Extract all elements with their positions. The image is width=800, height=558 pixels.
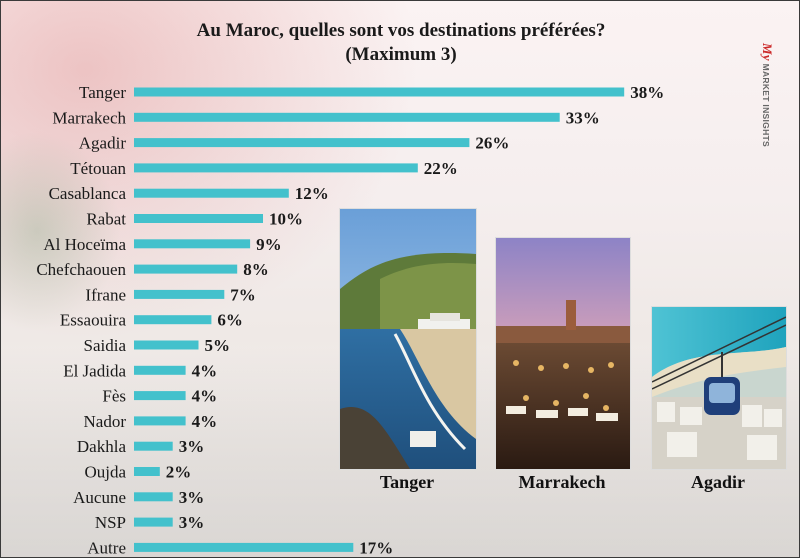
value-label: 22%	[424, 159, 458, 178]
value-label: 9%	[256, 235, 282, 254]
bar	[134, 517, 173, 527]
bar	[134, 542, 354, 552]
category-label: Rabat	[86, 210, 126, 229]
category-label: Marrakech	[52, 108, 126, 127]
bar	[134, 315, 212, 325]
chart-title-line1: Au Maroc, quelles sont vos destinations …	[196, 20, 606, 41]
category-label: Fès	[102, 387, 126, 406]
bar	[134, 214, 263, 223]
value-label: 4%	[192, 412, 218, 431]
value-label: 3%	[179, 513, 205, 532]
bar	[134, 87, 625, 97]
marrakech-caption: Marrakech	[518, 472, 606, 492]
tanger-caption: Tanger	[379, 472, 435, 492]
value-label: 4%	[192, 387, 218, 406]
bar	[134, 138, 470, 148]
value-label: 33%	[566, 108, 600, 127]
bar	[134, 340, 199, 350]
bar	[134, 289, 225, 299]
value-label: 4%	[192, 361, 218, 380]
bar	[134, 264, 238, 274]
bar	[134, 239, 251, 249]
chart-title-line2: (Maximum 3)	[345, 44, 457, 65]
category-label: Dakhla	[77, 437, 127, 456]
category-label: Chefchaouen	[36, 260, 126, 279]
value-label: 3%	[179, 488, 205, 507]
category-label: Tétouan	[70, 159, 126, 178]
category-label: Aucune	[73, 488, 126, 507]
agadir-caption: Agadir	[691, 472, 745, 492]
value-label: 26%	[475, 134, 509, 153]
value-label: 7%	[230, 285, 256, 304]
value-label: 8%	[243, 260, 269, 279]
chart-title: Au Maroc, quelles sont vos destinations …	[1, 19, 799, 67]
bar	[134, 365, 186, 375]
marrakech-photo	[495, 237, 631, 470]
category-label: Saidia	[84, 336, 127, 355]
category-label: Autre	[87, 538, 126, 557]
background-flag-star	[1, 131, 121, 331]
value-label: 6%	[217, 311, 243, 330]
category-label: Agadir	[79, 134, 127, 153]
category-label: NSP	[95, 513, 126, 532]
bar	[134, 492, 173, 502]
category-label: Oujda	[84, 463, 126, 482]
category-label: Essaouira	[60, 311, 127, 330]
bar	[134, 416, 186, 426]
category-label: Tanger	[79, 83, 126, 102]
value-label: 17%	[359, 538, 393, 557]
bar	[134, 163, 418, 173]
tanger-photo	[339, 208, 477, 470]
category-label: Nador	[84, 412, 127, 431]
bar	[134, 441, 173, 451]
value-label: 38%	[630, 83, 664, 102]
bar	[134, 391, 186, 401]
value-label: 2%	[166, 463, 192, 482]
category-label: Al Hoceïma	[43, 235, 126, 254]
bar	[134, 188, 289, 198]
category-label: Casablanca	[49, 184, 127, 203]
value-label: 12%	[295, 184, 329, 203]
value-label: 3%	[179, 437, 205, 456]
bar	[134, 467, 160, 476]
value-label: 10%	[269, 210, 303, 229]
agadir-photo	[651, 306, 787, 470]
category-label: Ifrane	[85, 285, 126, 304]
value-label: 5%	[205, 336, 231, 355]
category-label: El Jadida	[63, 361, 126, 380]
bar	[134, 112, 560, 122]
